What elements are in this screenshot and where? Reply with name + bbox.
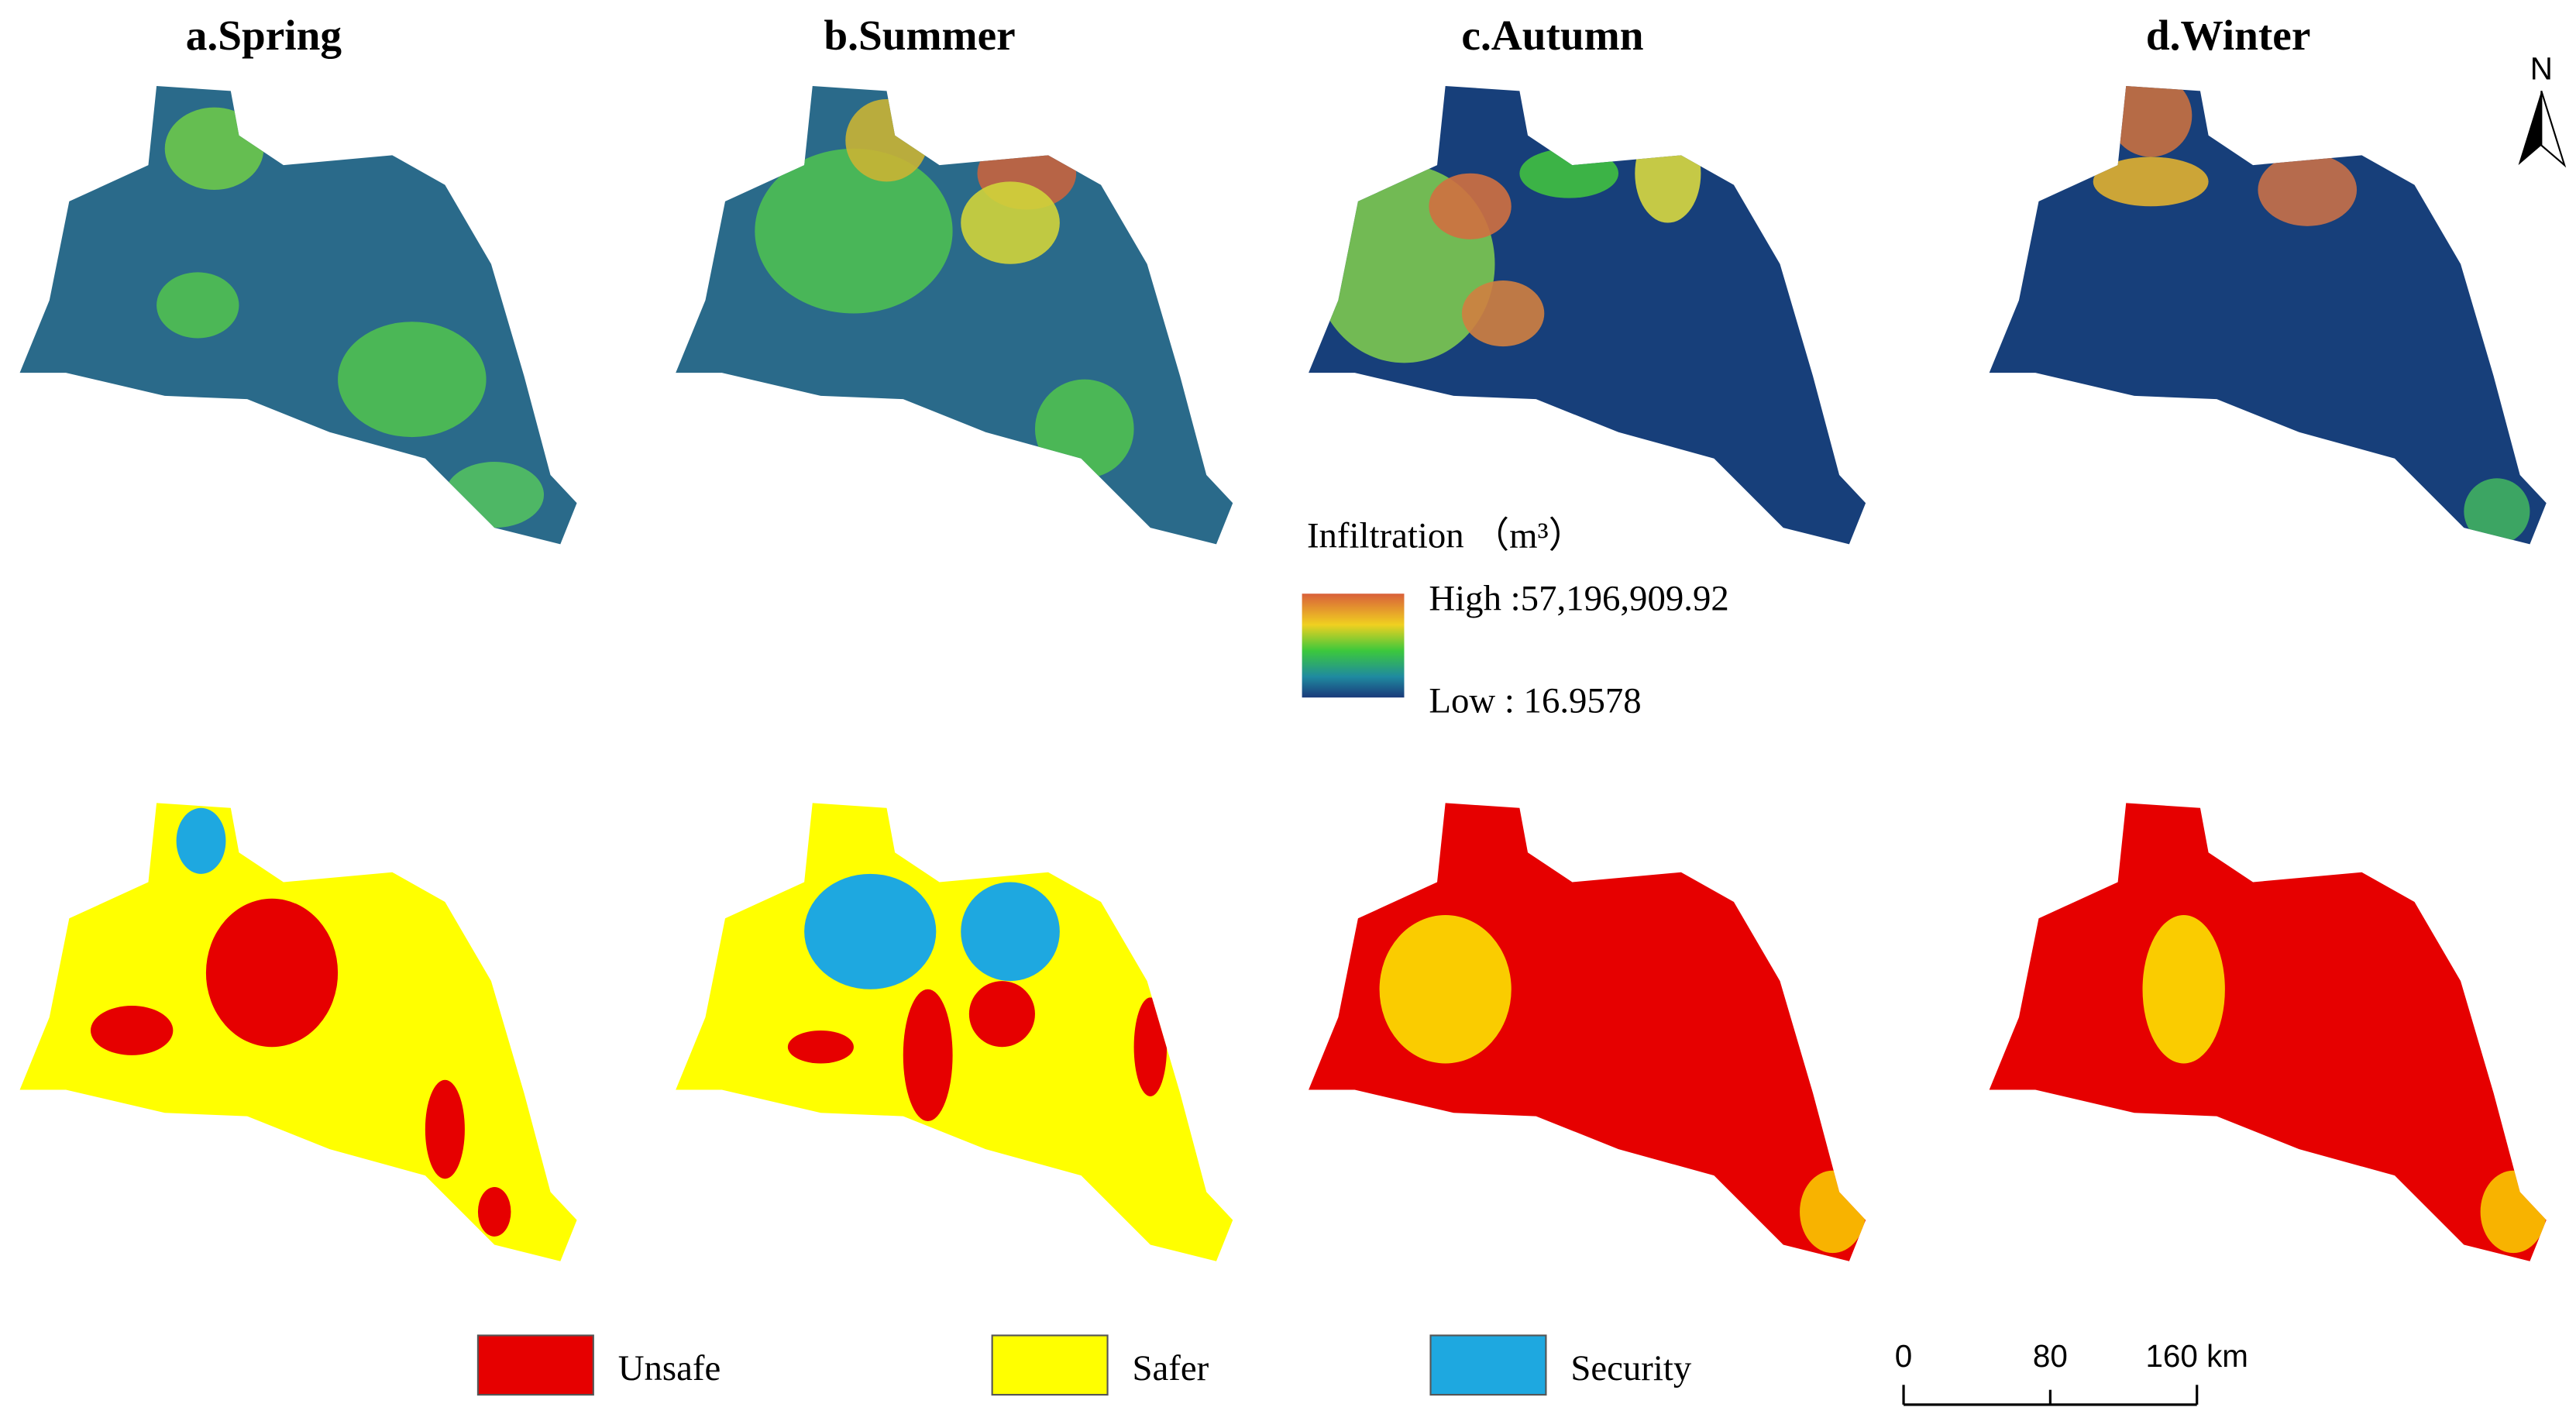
patch (804, 873, 937, 989)
patch (477, 1187, 511, 1237)
patch (425, 1079, 465, 1179)
patch (2093, 157, 2209, 207)
panel-title: c.Autumn (1461, 12, 1643, 59)
legend-swatch (476, 1334, 594, 1396)
patch (968, 981, 1035, 1048)
infiltration-map (1989, 85, 2547, 545)
basin (1989, 85, 2547, 545)
patch (1519, 148, 1619, 198)
maps (19, 85, 2547, 1261)
panel-title: b.Summer (824, 12, 1015, 59)
patch (961, 882, 1060, 982)
patch (961, 181, 1060, 264)
patch (1800, 1170, 1866, 1254)
patch (91, 1006, 174, 1055)
patches (2093, 85, 2530, 545)
patch (755, 148, 953, 314)
north-label: N (2530, 50, 2553, 86)
patches (1379, 915, 1866, 1254)
infiltration-title: Infiltration （m³） (1307, 516, 1584, 556)
infiltration-map (19, 85, 577, 545)
patch (2464, 478, 2530, 545)
basin (676, 85, 1233, 545)
scale-bar (1902, 1385, 2199, 1406)
patch (903, 989, 953, 1121)
safety-map (676, 803, 1233, 1261)
patch (1429, 173, 1512, 239)
patch (787, 1030, 854, 1064)
patch (845, 99, 928, 182)
legend-label: Security (1570, 1348, 1692, 1388)
panel-title: a.Spring (186, 12, 342, 59)
patch (176, 807, 226, 874)
legend-swatch (1429, 1334, 1547, 1396)
patch (156, 272, 239, 339)
patches (787, 873, 1168, 1121)
infiltration-map (676, 85, 1233, 545)
scale-label: 0 (1895, 1338, 1912, 1374)
patch (2142, 915, 2225, 1064)
legend-label: Safer (1132, 1348, 1209, 1388)
safety-map (1309, 803, 1866, 1261)
patch (1461, 280, 1545, 347)
panel-title: d.Winter (2146, 12, 2311, 59)
safety-map (1989, 803, 2547, 1261)
patch (338, 322, 487, 438)
legend-label: Unsafe (618, 1348, 721, 1388)
high-label: High :57,196,909.92 (1429, 578, 1728, 618)
north-arrow: N (2518, 50, 2567, 168)
safety-map (19, 803, 577, 1261)
patch (1034, 379, 1134, 479)
patch (445, 462, 545, 528)
low-label: Low : 16.9578 (1429, 680, 1641, 721)
scale-label: 160 km (2145, 1338, 2248, 1374)
patch (164, 107, 264, 191)
patch (2258, 153, 2358, 226)
patch (1133, 997, 1168, 1097)
legend-swatch (991, 1334, 1109, 1396)
infiltration-map (1309, 85, 1866, 545)
patches (91, 807, 511, 1237)
basin (1989, 803, 2547, 1261)
patch (1379, 915, 1512, 1064)
scale-label: 80 (2033, 1338, 2068, 1374)
patch (1635, 123, 1701, 223)
patch (205, 898, 339, 1048)
color-ramp (1302, 594, 1405, 698)
patch (2109, 85, 2193, 157)
patch (2480, 1170, 2547, 1254)
